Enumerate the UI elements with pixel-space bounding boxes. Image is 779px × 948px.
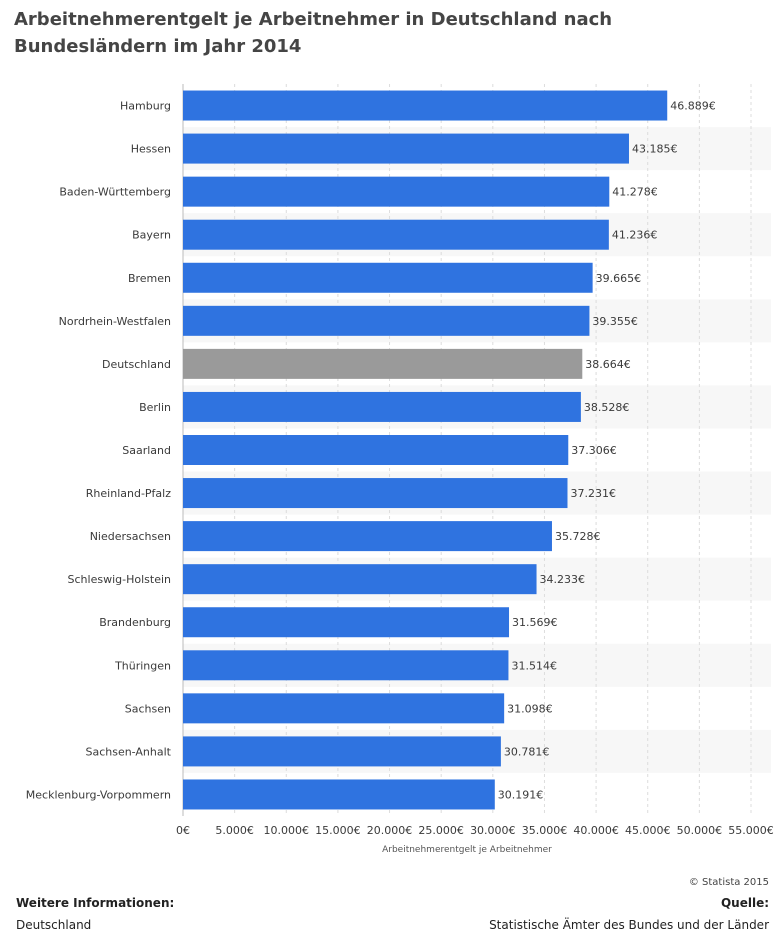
data-label: 30.191€	[498, 788, 543, 801]
x-axis-ticks: 0€ 5.000€ 10.000€ 15.000€ 20.000€ 25.000€ 30.0…	[176, 824, 774, 837]
category-label: Bremen	[128, 272, 171, 285]
bar[interactable]	[183, 219, 609, 250]
x-tick-label: 0€	[176, 824, 190, 837]
bars	[183, 90, 668, 810]
category-label: Saarland	[122, 444, 171, 457]
bar[interactable]	[183, 650, 509, 681]
category-label: Thüringen	[114, 659, 171, 672]
bar-chart: Hamburg Hessen Baden-Württemberg Bayern Brem…	[26, 84, 774, 855]
x-axis-title: Arbeitnehmerentgelt je Arbeitnehmer	[382, 845, 552, 855]
source-heading[interactable]: Quelle:	[720, 896, 769, 910]
category-label: Berlin	[139, 401, 171, 414]
copyright-text: © Statista 2015	[688, 877, 769, 888]
bar[interactable]	[183, 779, 495, 810]
bar[interactable]	[183, 564, 537, 595]
bar[interactable]	[183, 262, 593, 293]
data-label: 31.098€	[507, 702, 553, 715]
category-labels: Hamburg Hessen Baden-Württemberg Bayern Brem…	[26, 100, 172, 802]
data-label: 41.278€	[612, 186, 658, 199]
category-label: Hamburg	[120, 100, 171, 113]
bar[interactable]	[183, 176, 610, 207]
category-label: Niedersachsen	[90, 530, 171, 543]
data-label: 35.728€	[555, 530, 601, 543]
bar[interactable]	[183, 90, 668, 121]
category-label: Mecklenburg-Vorpommern	[26, 788, 171, 801]
x-tick-label: 45.000€	[625, 824, 671, 837]
data-label: 38.528€	[584, 401, 630, 414]
data-label: 37.231€	[570, 487, 616, 500]
x-tick-label: 35.000€	[522, 824, 568, 837]
x-tick-label: 25.000€	[418, 824, 464, 837]
data-label: 41.236€	[612, 229, 658, 242]
source-text: Statistische Ämter des Bundes und der Lä…	[489, 918, 769, 932]
x-tick-label: 20.000€	[367, 824, 413, 837]
more-info-text: Deutschland	[16, 918, 92, 932]
bar[interactable]	[183, 435, 569, 465]
category-label: Baden-Württemberg	[59, 186, 171, 199]
x-tick-label: 40.000€	[573, 824, 619, 837]
x-tick-label: 55.000€	[728, 824, 774, 837]
data-label: 46.889€	[670, 100, 716, 113]
category-label: Schleswig-Holstein	[68, 573, 171, 586]
category-label: Sachsen-Anhalt	[85, 745, 171, 758]
category-label: Hessen	[131, 143, 171, 156]
data-label: 30.781€	[504, 745, 550, 758]
x-tick-label: 30.000€	[470, 824, 516, 837]
bar[interactable]	[183, 521, 552, 552]
data-label: 31.569€	[512, 616, 558, 629]
category-label: Brandenburg	[99, 616, 171, 629]
bar[interactable]	[183, 133, 629, 164]
x-tick-label: 15.000€	[315, 824, 361, 837]
category-label: Sachsen	[125, 702, 171, 715]
data-label: 43.185€	[632, 143, 678, 156]
more-info-heading[interactable]: Weitere Informationen:	[16, 896, 175, 910]
category-label: Deutschland	[102, 358, 171, 371]
chart-title: Arbeitnehmerentgelt je Arbeitnehmer in D…	[14, 9, 613, 57]
data-label: 37.306€	[571, 444, 617, 457]
bar[interactable]	[183, 348, 583, 379]
category-label: Bayern	[132, 229, 171, 242]
data-label: 34.233€	[540, 573, 586, 586]
x-tick-label: 50.000€	[677, 824, 723, 837]
data-label: 38.664€	[585, 358, 631, 371]
data-label: 39.665€	[596, 272, 642, 285]
value-labels: 46.889€ 43.185€ 41.278€ 41.236€ 39.665€ 39.35…	[498, 100, 716, 802]
bar[interactable]	[183, 693, 505, 724]
data-label: 39.355€	[592, 315, 638, 328]
bar[interactable]	[183, 607, 510, 638]
bar[interactable]	[183, 391, 581, 422]
bar[interactable]	[183, 736, 501, 767]
x-tick-label: 5.000€	[215, 824, 254, 837]
bar[interactable]	[183, 305, 590, 336]
x-tick-label: 10.000€	[264, 824, 310, 837]
bar[interactable]	[183, 478, 568, 509]
data-label: 31.514€	[511, 659, 557, 672]
category-label: Nordrhein-Westfalen	[59, 315, 171, 328]
category-label: Rheinland-Pfalz	[86, 487, 171, 500]
